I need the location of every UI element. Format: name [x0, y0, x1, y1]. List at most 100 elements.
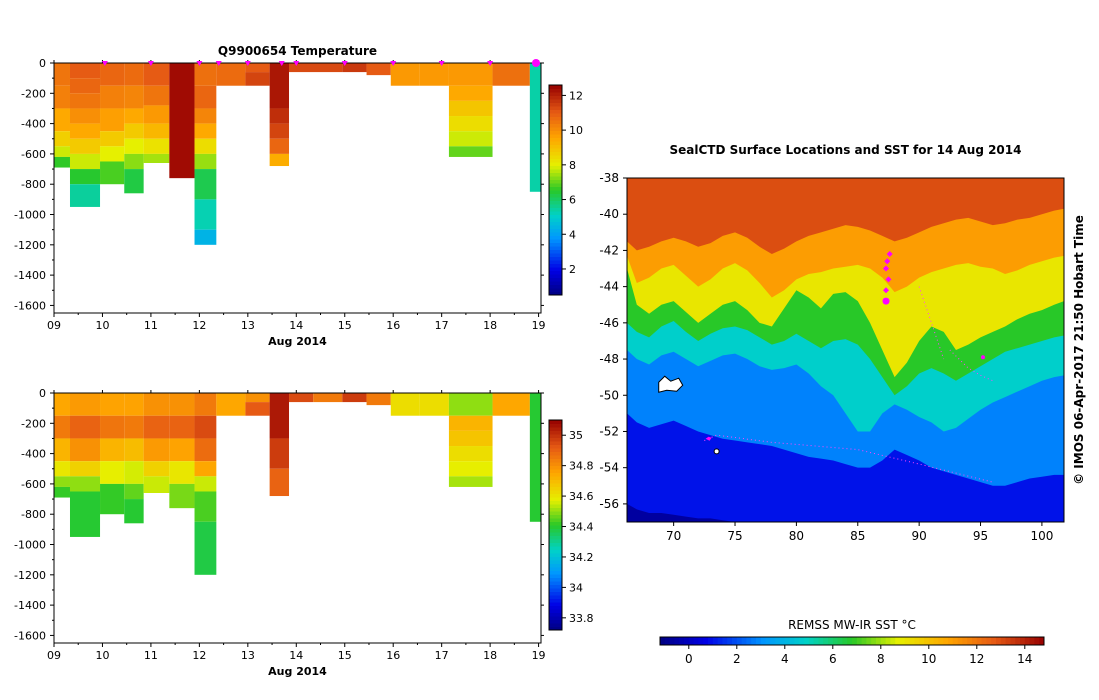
sal-profile-17-cell-0	[492, 393, 530, 416]
sal-profile-1-cell-2	[69, 438, 101, 462]
sst-colorbar-cell	[991, 637, 997, 645]
sal-x-tick-label-8: 17	[435, 649, 449, 662]
sal-profile-4-cell-1	[143, 415, 170, 439]
sst-colorbar-cell	[1010, 637, 1016, 645]
temperature-section-panel: 09 10 11 12 13 14 15 16 17 18 19 0 -200 -400 -600 -800 -…	[14, 44, 583, 348]
temp-profile-6-cell-8	[194, 229, 217, 245]
sal-colorbar-cell	[549, 549, 562, 554]
temp-profile-6-cell-7	[194, 199, 217, 230]
temp-x-tick-label-6: 15	[338, 319, 352, 332]
sst-colorbar-tick-label-4: 8	[877, 652, 885, 666]
sst-colorbar-cell	[976, 637, 983, 645]
temp-x-tick-label-8: 17	[435, 319, 449, 332]
sal-colorbar-cell	[549, 605, 562, 610]
temp-colorbar-cell	[549, 221, 562, 226]
sal-profile-6-cell-1	[194, 415, 217, 439]
sst-colorbar-cell	[799, 637, 805, 645]
temp-profile-3-cell-2	[124, 108, 144, 124]
temp-colorbar-cell	[549, 218, 562, 222]
sal-y-tick-label-4: -800	[21, 508, 46, 521]
sal-colorbar-cell	[549, 518, 562, 522]
sst-colorbar-cell	[904, 637, 911, 645]
temp-profile-15-cell-0	[448, 63, 493, 86]
temp-colorbar-cell	[549, 253, 562, 257]
sal-y-tick-label-5: -1000	[14, 539, 46, 552]
sal-profile-0-cell-5	[54, 486, 70, 498]
sst-colorbar-cell	[660, 637, 666, 645]
temp-profile-1-cell-3	[69, 108, 101, 124]
map-frame	[626, 177, 1065, 523]
surface-location-marker-10	[487, 61, 494, 66]
sal-x-tick-label-3: 12	[192, 649, 206, 662]
temp-x-tick-label-1: 10	[95, 319, 109, 332]
temp-y-tick-label-2: -400	[21, 118, 46, 131]
sal-colorbar-cell	[549, 430, 562, 435]
sst-colorbar-cell	[880, 637, 887, 645]
temp-colorbar-cell	[549, 134, 562, 138]
temp-colorbar-frame	[548, 84, 563, 296]
temp-colorbar-tick-label-0: 2	[569, 263, 576, 276]
temp-profile-1-cell-8	[69, 184, 101, 207]
sal-colorbar-tick-label-6: 35	[569, 429, 583, 442]
temp-profile-6-cell-3	[194, 123, 217, 139]
temp-colorbar-cell	[549, 225, 562, 229]
sst-colorbar-cell	[1039, 637, 1045, 645]
surface-location-marker-5	[278, 61, 285, 66]
sal-profile-0-cell-4	[54, 476, 70, 487]
temp-colorbar-cell	[549, 106, 562, 110]
temp-profile-9-cell-4	[269, 153, 290, 167]
map-y-tick-label-6: -50	[599, 388, 619, 402]
surface-location-marker-3	[215, 61, 222, 66]
temp-x-axis-label: Aug 2014	[268, 335, 327, 348]
temp-colorbar-cell	[549, 190, 562, 194]
temp-x-tick-label-9: 18	[483, 319, 497, 332]
sal-colorbar-tick-label-2: 34.2	[569, 551, 594, 564]
sal-colorbar-cell	[549, 595, 562, 599]
sst-colorbar-cell	[679, 637, 685, 645]
sst-colorbar-cell	[871, 637, 877, 645]
sal-colorbar-tick-label-0: 33.8	[569, 612, 594, 625]
sst-colorbar-cell	[919, 637, 925, 645]
sst-colorbar-cell	[674, 637, 680, 645]
temp-colorbar-cell	[549, 232, 562, 236]
temp-x-tick-label-10: 19	[532, 319, 546, 332]
sal-profile-6-cell-0	[194, 393, 217, 416]
sst-colorbar-cell	[933, 637, 939, 645]
temp-profile-1-cell-5	[69, 138, 101, 154]
temp-colorbar-cell	[549, 88, 562, 93]
sal-y-tick-label-7: -1400	[14, 599, 46, 612]
temp-profile-4-cell-5	[143, 153, 170, 163]
sal-colorbar-cell	[549, 500, 562, 505]
sal-profile-3-cell-1	[124, 415, 144, 439]
sal-colorbar-cell	[549, 507, 562, 512]
temp-colorbar-cell	[549, 179, 562, 184]
sst-colorbar-cell	[972, 637, 978, 645]
sal-profile-16-cell-4	[448, 461, 493, 477]
sal-profile-5-cell-0	[169, 393, 195, 416]
sal-colorbar-cell	[549, 542, 562, 547]
sst-colorbar-cell	[727, 637, 733, 645]
temp-profile-3-cell-4	[124, 138, 144, 154]
temp-colorbar-cell	[549, 186, 562, 191]
temp-profile-2-cell-0	[100, 63, 125, 86]
temp-profile-4-cell-0	[143, 63, 170, 86]
sal-profile-16-cell-1	[448, 415, 493, 431]
temp-profile-2-cell-1	[100, 85, 125, 109]
temp-x-tick-label-7: 16	[386, 319, 400, 332]
temp-colorbar-cell	[549, 141, 562, 145]
temp-colorbar-cell	[549, 120, 562, 124]
temp-profile-2-cell-5	[100, 161, 125, 185]
map-side-credit: © IMOS 06-Apr-2017 21:50 Hobart Time	[1072, 215, 1086, 485]
salinity-section-panel: 09 10 11 12 13 14 15 16 17 18 19 0 -200 -400 -600 -800 -…	[14, 387, 593, 678]
surface-location-marker-8	[390, 61, 397, 66]
sal-x-tick-label-1: 10	[95, 649, 109, 662]
temp-profile-6-cell-6	[194, 169, 217, 200]
sal-profile-6-cell-6	[194, 521, 217, 575]
seal-track-0	[949, 349, 994, 382]
temp-profile-0-cell-4	[54, 146, 70, 157]
sal-profile-5-cell-3	[169, 461, 195, 484]
sst-colorbar-label: REMSS MW-IR SST °C	[788, 618, 916, 632]
map-x-tick-label-2: 80	[789, 529, 804, 543]
sst-colorbar-cell	[823, 637, 829, 645]
